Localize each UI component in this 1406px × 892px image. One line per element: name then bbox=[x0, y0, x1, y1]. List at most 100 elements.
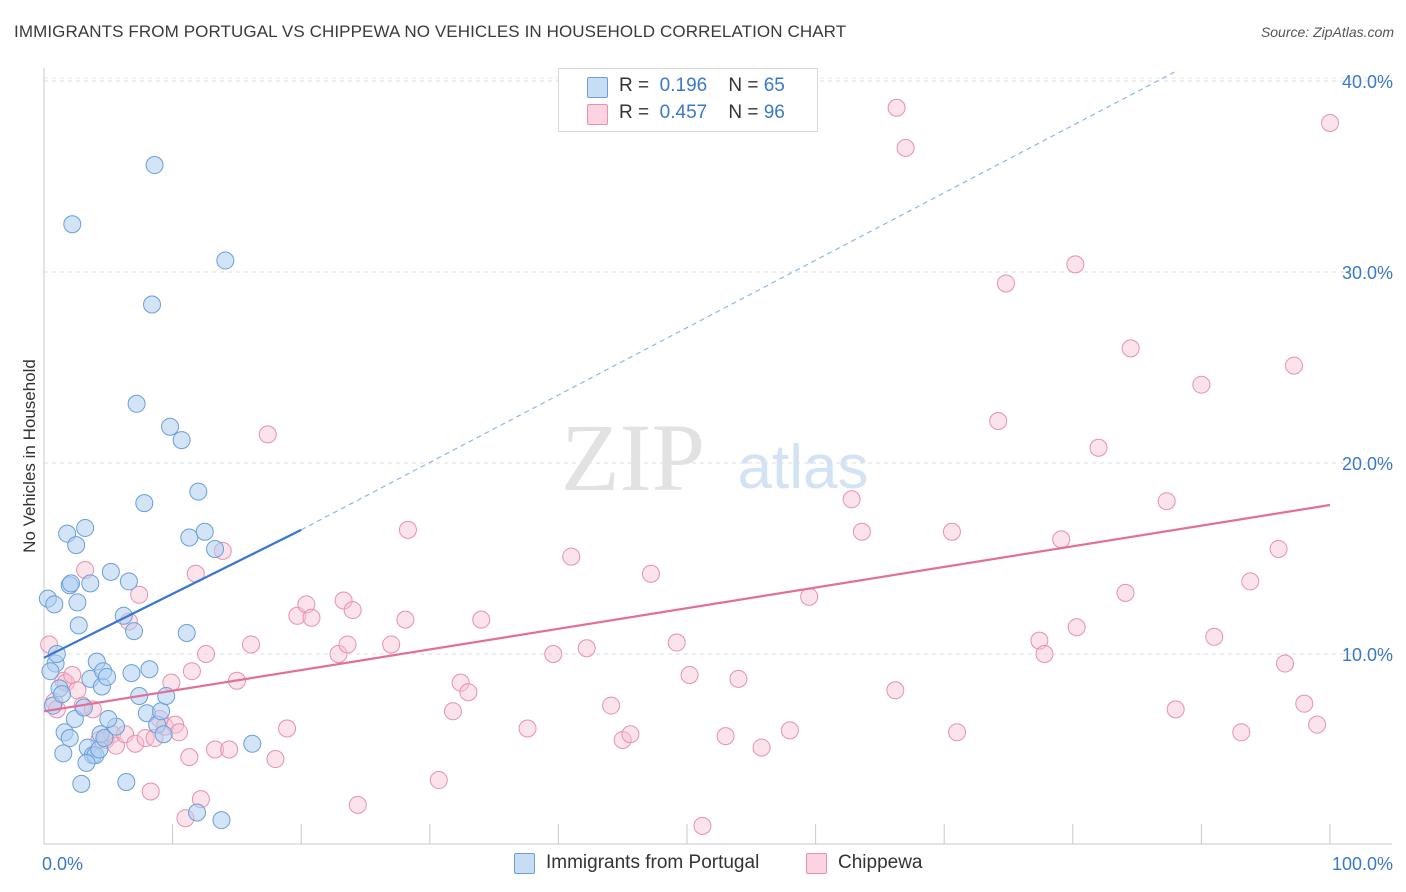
legend-swatch-chippewa bbox=[587, 104, 608, 125]
chippewa-point bbox=[1089, 438, 1108, 457]
legend-n-label: N = bbox=[728, 75, 759, 96]
chippewa-point bbox=[334, 591, 353, 610]
chippewa-point bbox=[1030, 631, 1049, 650]
chippewa-point bbox=[136, 729, 155, 748]
watermark-zip: ZIP bbox=[561, 404, 705, 511]
y-tick-label: 40.0% bbox=[1342, 72, 1393, 92]
portugal-point bbox=[172, 431, 191, 450]
portugal-point bbox=[243, 734, 262, 753]
chippewa-point bbox=[1295, 694, 1314, 713]
portugal-point bbox=[69, 616, 88, 635]
chippewa-point bbox=[1308, 715, 1327, 734]
chippewa-point bbox=[1232, 723, 1251, 742]
chippewa-point bbox=[338, 635, 357, 654]
chippewa-point bbox=[182, 662, 201, 681]
chippewa-point bbox=[667, 633, 686, 652]
portugal-point bbox=[154, 725, 173, 744]
legend-stats: R = 0.196 N = 65 R = 0.457 N = 96 bbox=[558, 68, 818, 132]
portugal-point bbox=[68, 593, 87, 612]
chippewa-point bbox=[141, 782, 160, 801]
chippewa-point bbox=[562, 547, 581, 566]
chippewa-point bbox=[544, 645, 563, 663]
legend-n-portugal: 65 bbox=[763, 75, 785, 96]
chippewa-point bbox=[1035, 645, 1054, 663]
chippewa-point bbox=[266, 750, 285, 769]
chippewa-point bbox=[459, 683, 478, 702]
portugal-point bbox=[95, 729, 114, 748]
portugal-point bbox=[216, 251, 235, 270]
portugal-point bbox=[101, 562, 120, 581]
bottom-legend-label-portugal: Immigrants from Portugal bbox=[546, 852, 760, 873]
chippewa-point bbox=[1066, 255, 1085, 274]
chippewa-point bbox=[518, 719, 537, 738]
chippewa-point bbox=[343, 601, 362, 620]
portugal-point bbox=[180, 528, 199, 547]
chippewa-point bbox=[206, 740, 225, 759]
chippewa-point bbox=[443, 702, 462, 721]
legend-r-chippewa: 0.457 bbox=[659, 102, 708, 123]
portugal-point bbox=[67, 536, 86, 555]
x-tick-label: 0.0% bbox=[42, 854, 83, 874]
portugal-point bbox=[117, 772, 136, 791]
portugal-point bbox=[145, 156, 164, 175]
trend-lines bbox=[43, 70, 1331, 713]
chippewa-point bbox=[752, 738, 771, 757]
portugal-point bbox=[188, 803, 207, 822]
portugal-point bbox=[72, 774, 91, 793]
chippewa-point bbox=[472, 610, 491, 629]
chippewa-point bbox=[780, 721, 799, 740]
chippewa-point bbox=[1321, 114, 1339, 133]
portugal-point bbox=[143, 295, 162, 314]
portugal-point bbox=[161, 417, 180, 436]
x-tick-label: 100.0% bbox=[1332, 854, 1393, 874]
chippewa-point bbox=[602, 696, 621, 715]
portugal-point bbox=[74, 698, 93, 717]
chippewa-point bbox=[1269, 539, 1288, 558]
portugal-point bbox=[81, 574, 100, 593]
chippewa-point bbox=[852, 522, 871, 541]
chippewa-point bbox=[1067, 618, 1086, 637]
chippewa-point bbox=[451, 673, 470, 692]
portugal-point bbox=[54, 744, 73, 763]
chippewa-point bbox=[126, 734, 145, 753]
chippewa-point bbox=[641, 564, 660, 583]
grid-lines bbox=[44, 77, 1392, 655]
chippewa-point bbox=[1116, 583, 1135, 602]
chippewa-point bbox=[258, 425, 277, 444]
portugal-point bbox=[41, 662, 60, 681]
legend-r-label: R = bbox=[619, 102, 650, 123]
watermark: ZIP atlas bbox=[561, 404, 868, 511]
chippewa-point bbox=[1284, 356, 1303, 375]
chippewa-point bbox=[278, 719, 297, 738]
portugal-point bbox=[119, 572, 138, 591]
chippewa-point bbox=[398, 520, 417, 539]
chippewa-point bbox=[948, 723, 967, 742]
portugal-point bbox=[63, 215, 82, 234]
chippewa-point bbox=[1157, 492, 1176, 511]
chippewa-point bbox=[1241, 572, 1260, 591]
portugal-point bbox=[140, 660, 159, 679]
y-axis-label: No Vehicles in Household bbox=[20, 359, 39, 553]
portugal-point bbox=[62, 574, 81, 593]
portugal-points bbox=[38, 156, 262, 830]
chippewa-point bbox=[621, 725, 640, 744]
portugal-trend-solid bbox=[43, 528, 302, 659]
chippewa-point bbox=[1192, 375, 1211, 394]
chippewa-point bbox=[302, 608, 321, 627]
chippewa-point bbox=[680, 666, 699, 685]
chippewa-point bbox=[220, 740, 239, 759]
chippewa-point bbox=[1166, 700, 1185, 719]
portugal-point bbox=[152, 702, 171, 721]
chippewa-point bbox=[197, 645, 216, 663]
chippewa-point bbox=[297, 595, 316, 614]
portugal-point bbox=[99, 709, 118, 728]
portugal-point bbox=[177, 623, 196, 642]
portugal-point bbox=[127, 394, 146, 413]
chippewa-point bbox=[842, 490, 861, 509]
portugal-trend-dashed bbox=[300, 70, 1176, 531]
chippewa-point bbox=[429, 771, 448, 790]
chippewa-point bbox=[1205, 627, 1224, 646]
chippewa-point bbox=[348, 795, 367, 814]
portugal-point bbox=[189, 482, 208, 501]
